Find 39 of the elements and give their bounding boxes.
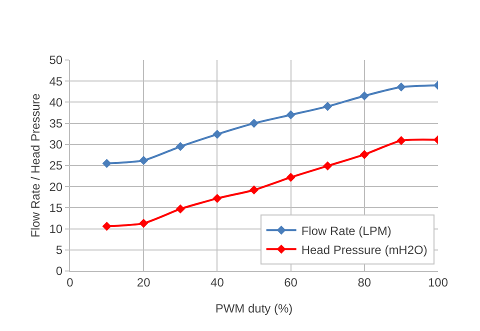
x-tick-label: 80 <box>358 275 372 290</box>
y-tick-label: 30 <box>49 138 63 152</box>
point <box>360 150 369 160</box>
x-tick-label: 40 <box>210 275 224 290</box>
point <box>286 110 296 120</box>
y-tick-label: 15 <box>49 200 63 215</box>
point <box>139 218 148 228</box>
y-tick-label: 20 <box>49 180 63 194</box>
y-tick-label: 5 <box>56 243 63 258</box>
legend-label: Head Pressure (mH2O) <box>301 242 428 257</box>
point <box>360 91 369 100</box>
point <box>249 118 259 128</box>
y-tick-label: 0 <box>56 264 63 278</box>
legend-label: Flow Rate (LPM) <box>301 224 392 238</box>
point <box>212 194 222 203</box>
point <box>102 222 112 231</box>
x-tick-label: 100 <box>428 275 448 290</box>
y-tick-label: 50 <box>49 53 63 68</box>
point <box>176 142 185 152</box>
y-tick-label: 10 <box>49 222 63 236</box>
x-tick-label: 20 <box>136 275 151 290</box>
x-tick-label: 0 <box>66 275 74 290</box>
point <box>396 82 406 92</box>
y-tick-label: 35 <box>49 116 63 130</box>
y-tick-label: 40 <box>49 95 63 110</box>
point <box>323 161 332 170</box>
point <box>212 130 222 139</box>
point <box>102 158 112 168</box>
point <box>286 172 296 182</box>
y-axis-title: Flow Rate / Head Pressure <box>28 93 43 238</box>
y-tick-label: 25 <box>49 158 63 173</box>
point <box>139 156 148 165</box>
y-tick-label: 45 <box>49 74 63 88</box>
point <box>249 185 259 195</box>
x-tick-label: 60 <box>284 275 298 290</box>
point <box>323 102 332 111</box>
point <box>176 204 185 214</box>
point <box>396 136 406 146</box>
x-axis-title: PWM duty (%) <box>215 301 293 316</box>
